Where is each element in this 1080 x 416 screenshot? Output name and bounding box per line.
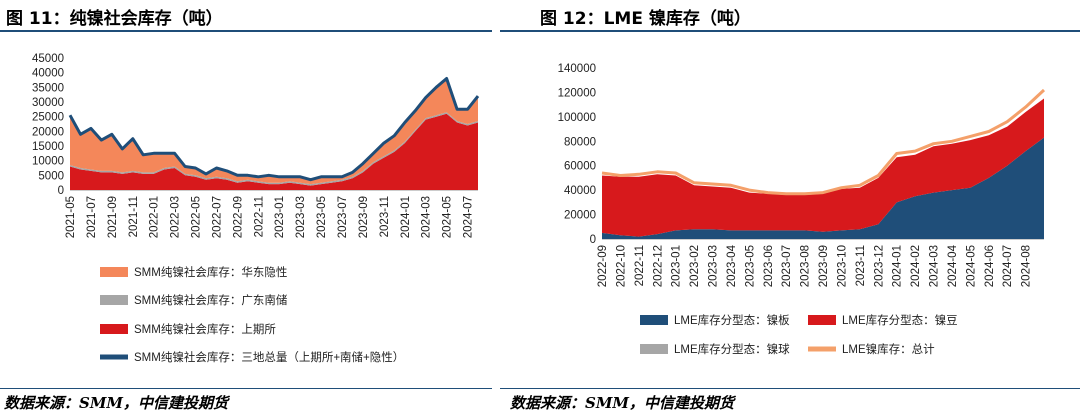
left-legend-label: SMM纯镍社会库存：华东隐性 [134,265,287,279]
right-ytick-label: 120000 [558,87,596,99]
right-xtick-label: 2024-02 [910,245,922,287]
right-xtick-label: 2022-11 [634,245,646,286]
left-area-0 [70,113,478,190]
right-source: 数据来源：SMM，中信建投期货 [510,394,735,412]
right-xtick-label: 2024-04 [947,244,959,287]
right-plot: 0 20000 40000 60000 80000 100000 120000 140000 2… [558,63,1046,356]
right-xtick-label: 2022-09 [597,245,609,287]
left-ytick-label: 40000 [32,68,64,80]
left-xtick-label: 2023-01 [274,196,286,238]
right-ytick-label: 60000 [564,161,596,173]
right-ytick-label: 80000 [564,136,596,148]
left-ytick-label: 10000 [32,156,64,168]
left-xtick-label: 2022-11 [253,196,265,237]
right-xtick-label: 2024-06 [984,245,996,287]
left-ytick-label: 30000 [32,97,64,109]
left-xtick-label: 2021-07 [86,196,98,238]
right-legend-swatch [808,315,836,325]
left-ytick-label: 5000 [38,170,64,182]
left-xtick-label: 2021-11 [128,196,140,237]
right-legend-label: LME库存分型态：镍板 [674,313,790,327]
left-xtick-label: 2024-01 [400,196,412,238]
right-legend-label: LME库存分型态：镍豆 [842,313,958,327]
right-ytick-label: 100000 [558,112,596,124]
left-ytick-label: 35000 [32,82,64,94]
right-area-0 [602,137,1044,239]
right-ytick-label: 140000 [558,63,596,75]
left-legend-label: SMM纯镍社会库存：三地总量（上期所+南储+隐性） [134,350,404,364]
right-xtick-label: 2023-10 [836,245,848,287]
right-area-1 [602,98,1044,237]
right-chart: 0 20000 40000 60000 80000 100000 120000 140000 2… [558,63,1046,356]
right-xtick-label: 2023-07 [781,245,793,287]
right-xtick-label: 2022-10 [615,245,627,287]
right-xtick-label: 2024-05 [965,245,977,287]
left-xtick-label: 2023-05 [316,196,328,238]
right-xtick-label: 2024-01 [892,245,904,287]
left-xtick-label: 2024-07 [463,196,475,238]
right-xtick-label: 2024-07 [1002,245,1014,287]
left-xtick-label: 2022-05 [191,196,203,238]
left-ytick-label: 25000 [32,112,64,124]
left-chart: 0 5000 10000 15000 20000 25000 30000 35000 40000… [32,53,480,364]
left-ytick-label: 0 [58,185,64,197]
left-xtick-label: 2021-05 [65,196,77,238]
left-legend-label: SMM纯镍社会库存：上期所 [134,322,276,336]
right-xtick-label: 2022-12 [652,245,664,287]
right-xtick-label: 2023-03 [708,245,720,287]
left-xtick-label: 2022-01 [149,196,161,238]
left-source: 数据来源：SMM，中信建投期货 [4,394,229,412]
right-figure-title: 图 12：LME 镍库存（吨） [540,9,751,29]
right-ytick-label: 0 [590,234,596,246]
right-legend-label: LME库存分型态：镍球 [674,342,790,356]
left-xtick-label: 2022-03 [170,196,182,238]
right-title-rule [500,30,1080,32]
right-legend-label: LME镍库存：总计 [842,342,935,356]
left-xtick-label: 2021-09 [107,196,119,238]
right-xtick-label: 2024-03 [929,245,941,287]
left-xtick-label: 2023-03 [295,196,307,238]
right-xtick-label: 2023-02 [689,245,701,287]
left-xtick-label: 2023-09 [358,196,370,238]
left-figure-title: 图 11：纯镍社会库存（吨） [6,9,223,29]
left-ytick-label: 15000 [32,141,64,153]
right-xtick-label: 2023-08 [800,245,812,287]
right-ytick-label: 20000 [564,210,596,222]
right-xtick-label: 2023-04 [726,244,738,287]
left-legend-swatch [100,267,128,277]
right-legend-swatch [640,315,668,325]
left-ytick-label: 20000 [32,126,64,138]
right-xtick-label: 2023-11 [855,245,867,286]
left-xtick-label: 2023-07 [337,196,349,238]
left-legend-swatch [100,295,128,305]
left-xtick-label: 2022-07 [211,196,223,238]
left-total-line [68,77,480,182]
left-area-2 [70,78,478,185]
left-title-rule [0,30,492,32]
left-xtick-label: 2022-09 [232,196,244,238]
left-xtick-label: 2024-05 [442,196,454,238]
right-xtick-label: 2023-06 [763,245,775,287]
right-legend-swatch [640,344,668,354]
right-xtick-label: 2024-08 [1021,245,1033,287]
right-source-rule [500,388,1080,389]
left-xtick-label: 2023-11 [379,196,391,237]
right-total-line [601,88,1046,196]
left-plot: 0 5000 10000 15000 20000 25000 30000 35000 40000… [32,53,480,364]
right-xtick-label: 2023-12 [873,245,885,287]
left-legend-swatch [100,324,128,334]
left-source-rule [0,388,492,389]
right-xtick-label: 2023-09 [818,245,830,287]
right-xtick-label: 2023-01 [671,245,683,287]
left-ytick-label: 45000 [32,53,64,65]
left-xtick-label: 2024-03 [421,196,433,238]
right-xtick-label: 2023-05 [744,245,756,287]
right-ytick-label: 40000 [564,185,596,197]
left-legend-label: SMM纯镍社会库存：广东南储 [134,293,288,307]
left-area-1 [70,112,478,186]
